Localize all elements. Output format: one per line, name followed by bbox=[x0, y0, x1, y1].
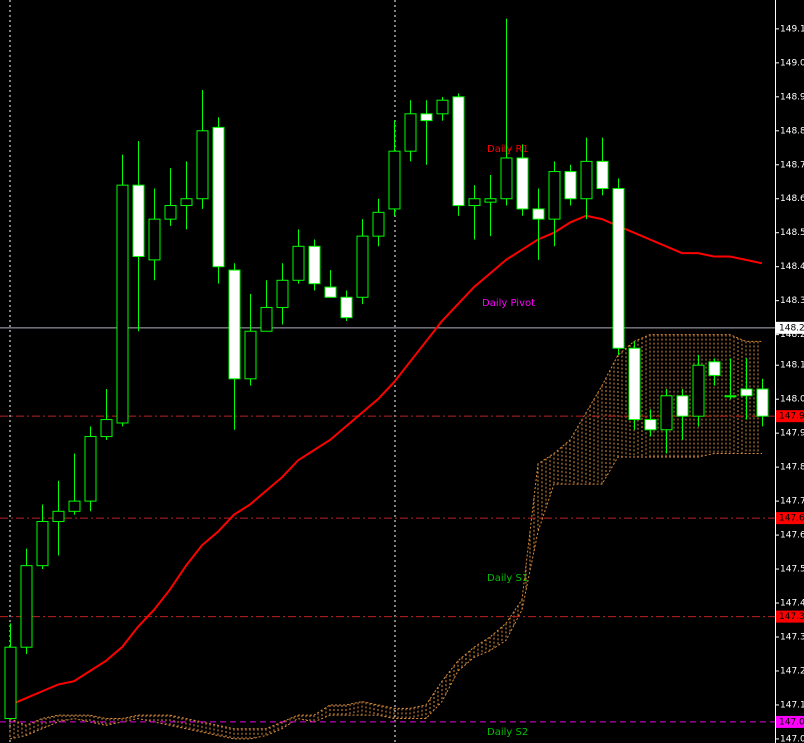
candle-body bbox=[660, 395, 673, 431]
level-label: 148.23 bbox=[779, 323, 804, 333]
candle-body bbox=[228, 269, 241, 380]
candle-body bbox=[420, 113, 433, 122]
candle-body bbox=[372, 211, 385, 237]
candle-body bbox=[564, 171, 577, 200]
y-tick-label: 148.91 bbox=[780, 92, 804, 102]
level-label-box bbox=[776, 715, 804, 728]
candle-body bbox=[676, 395, 689, 417]
y-tick-label: 148.61 bbox=[780, 194, 804, 204]
candle-body bbox=[132, 184, 145, 257]
level-label-box bbox=[776, 610, 804, 623]
candle-body bbox=[180, 198, 193, 207]
y-tick-label: 148.12 bbox=[780, 361, 804, 371]
candle-body bbox=[740, 388, 753, 397]
y-tick-label: 148.41 bbox=[780, 262, 804, 272]
candle-body bbox=[388, 150, 401, 210]
y-tick-label: 147.92 bbox=[780, 429, 804, 439]
candle-body bbox=[436, 99, 449, 115]
candle-body bbox=[356, 235, 369, 298]
y-tick-label: 147.62 bbox=[780, 531, 804, 541]
candle-body bbox=[452, 96, 465, 207]
candle-body bbox=[404, 113, 417, 152]
y-tick-label: 147.22 bbox=[780, 666, 804, 676]
candle-body bbox=[308, 245, 321, 285]
y-tick-label: 147.52 bbox=[780, 565, 804, 575]
y-tick-label: 147.02 bbox=[780, 734, 804, 743]
level-label-box bbox=[776, 512, 804, 525]
annotation: Daily Pivot bbox=[482, 298, 535, 309]
candle-body bbox=[468, 198, 481, 207]
candle-body bbox=[724, 395, 737, 398]
candle-body bbox=[292, 245, 305, 281]
level-label: 147.38 bbox=[779, 612, 804, 622]
candle-body bbox=[500, 157, 513, 200]
candle-body bbox=[516, 157, 529, 210]
y-tick-label: 148.02 bbox=[780, 395, 804, 405]
y-tick-label: 148.71 bbox=[780, 160, 804, 170]
candle-body bbox=[276, 279, 289, 308]
candle-body bbox=[612, 188, 625, 349]
moving-average bbox=[9, 214, 763, 706]
level-label: 147.97 bbox=[779, 412, 804, 422]
candle-body bbox=[68, 500, 81, 512]
y-tick-label: 148.51 bbox=[780, 228, 804, 238]
y-tick-label: 148.81 bbox=[780, 126, 804, 136]
y-tick-label: 148.21 bbox=[780, 330, 804, 340]
candle-body bbox=[548, 171, 561, 220]
level-label: 147.07 bbox=[779, 717, 804, 727]
cloud-edge bbox=[9, 334, 762, 730]
annotation: Daily R1 bbox=[487, 144, 529, 155]
candle-body bbox=[100, 419, 113, 438]
candle-body bbox=[628, 347, 641, 421]
y-tick-label: 147.32 bbox=[780, 633, 804, 643]
candle-body bbox=[212, 126, 225, 268]
cloud-edge bbox=[9, 453, 762, 740]
candle-body bbox=[484, 198, 497, 203]
candle-body bbox=[244, 330, 257, 380]
candle-body bbox=[116, 184, 129, 424]
candle-body bbox=[324, 286, 337, 298]
level-label-box bbox=[776, 410, 804, 423]
candle-body bbox=[164, 205, 177, 220]
candle-body bbox=[580, 160, 593, 200]
y-tick-label: 149.01 bbox=[780, 58, 804, 68]
annotation: Daily S1 bbox=[487, 573, 528, 584]
candle-body bbox=[148, 218, 161, 261]
candle-body bbox=[596, 160, 609, 190]
candle-body bbox=[84, 436, 97, 502]
candle-body bbox=[20, 565, 33, 648]
candle-body bbox=[260, 306, 273, 332]
annotation: Daily S2 bbox=[487, 727, 528, 738]
y-tick-label: 147.12 bbox=[780, 700, 804, 710]
candle-body bbox=[52, 510, 65, 522]
level-label-box bbox=[776, 321, 804, 334]
candle-body bbox=[196, 130, 209, 200]
candle-body bbox=[692, 364, 705, 417]
y-tick-label: 147.82 bbox=[780, 463, 804, 473]
candle-body bbox=[340, 296, 353, 319]
level-label: 147.67 bbox=[779, 514, 804, 524]
y-tick-label: 149.11 bbox=[780, 24, 804, 34]
y-tick-label: 147.72 bbox=[780, 497, 804, 507]
y-tick-label: 148.31 bbox=[780, 296, 804, 306]
y-tick-label: 147.42 bbox=[780, 599, 804, 609]
candle-body bbox=[756, 388, 769, 417]
candle-body bbox=[532, 208, 545, 220]
candle-body bbox=[708, 361, 721, 376]
candle-body bbox=[644, 419, 657, 431]
candle-body bbox=[36, 520, 49, 567]
candle-body bbox=[4, 646, 17, 720]
